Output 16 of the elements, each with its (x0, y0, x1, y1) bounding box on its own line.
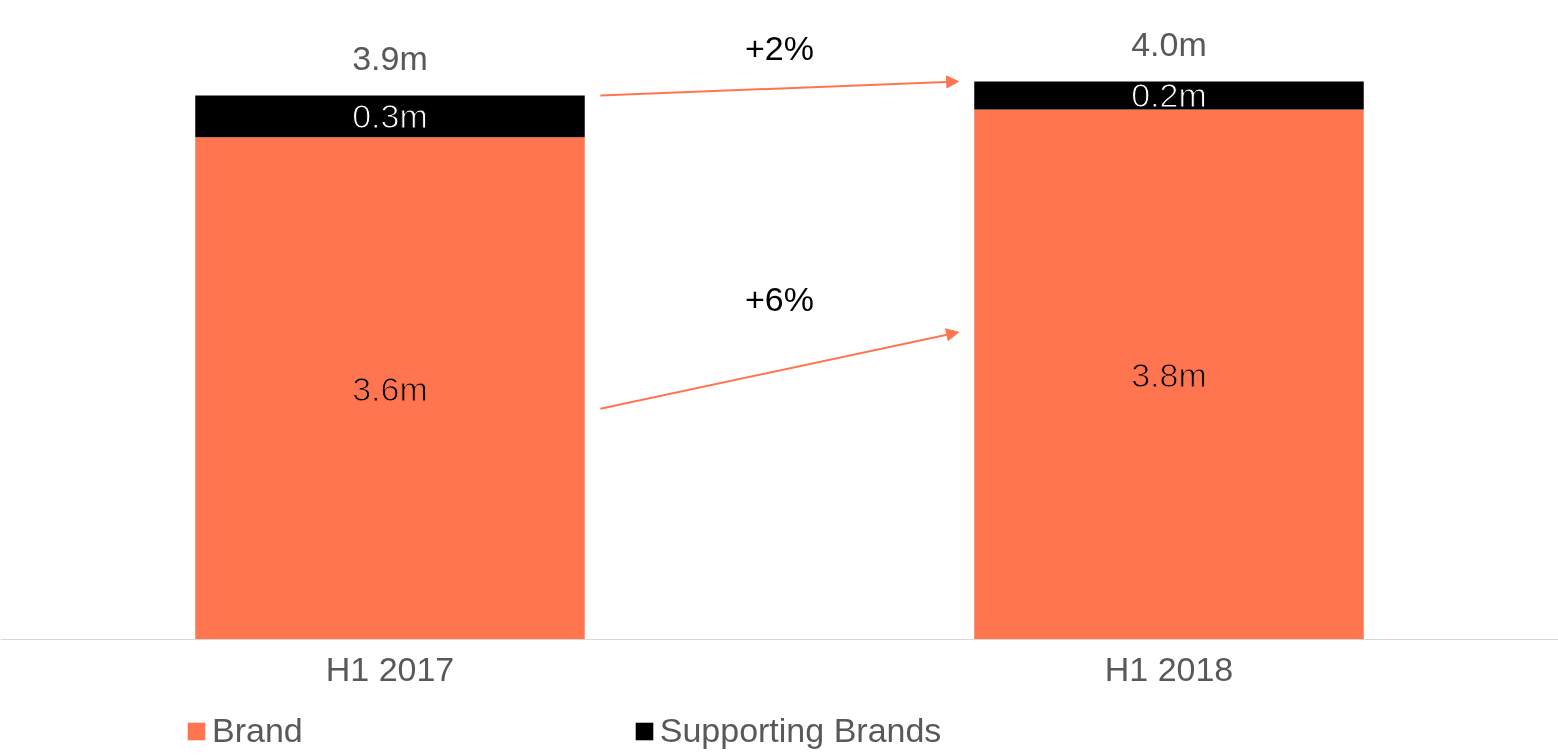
x-tick-label: H1 2017 (325, 649, 455, 688)
total-label: 4.0m (1131, 25, 1207, 64)
x-tick-label: H1 2018 (1104, 649, 1234, 688)
legend-label: Supporting Brands (659, 711, 942, 750)
annotation: +6% (745, 280, 814, 319)
bar (974, 81, 1364, 110)
bar (195, 137, 585, 640)
bar (195, 95, 585, 138)
bar (974, 109, 1364, 640)
data-label: 0.2m (1131, 76, 1207, 115)
legend-label: Brand (212, 711, 303, 750)
data-label: 3.8m (1131, 355, 1207, 394)
text: +2% (745, 29, 814, 68)
total-label: 3.9m (352, 39, 428, 78)
data-label: 3.6m (352, 369, 428, 408)
data-label: 0.3m (352, 97, 428, 136)
